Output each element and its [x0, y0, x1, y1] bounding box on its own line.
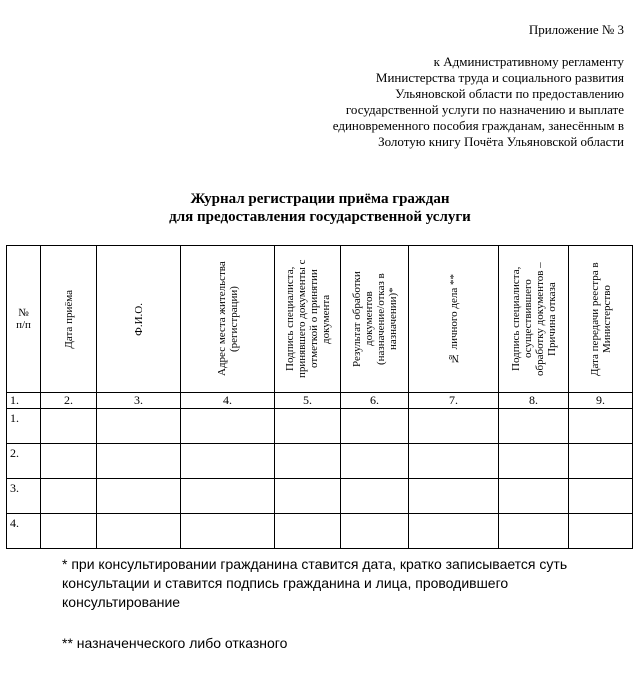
cell [498, 478, 569, 514]
header-text: Результат обработки документов (назначен… [350, 271, 399, 367]
address-line: Ульяновской области по предоставлению [395, 86, 624, 101]
cell [408, 408, 499, 444]
cell [498, 513, 569, 549]
appendix-address: к Административному регламенту Министерс… [264, 54, 624, 150]
cell [96, 443, 181, 479]
cell [40, 513, 97, 549]
header-text: Подпись специалиста, осуществившего обра… [509, 262, 558, 376]
header-cell: Дата передачи реестра в Министерство [568, 245, 633, 393]
header-cell: Подпись специалиста, принявшего документ… [274, 245, 341, 393]
cell [408, 478, 499, 514]
cell [40, 443, 97, 479]
column-number: 2. [40, 392, 97, 409]
column-number: 3. [96, 392, 181, 409]
header-cell: Результат обработки документов (назначен… [340, 245, 409, 393]
column-number: 8. [498, 392, 569, 409]
footnote-case-type: ** назначенческого либо отказного [62, 635, 288, 651]
table-row: 2. [6, 443, 633, 479]
header-cell: № п/п [6, 245, 41, 393]
row-number: 4. [6, 513, 41, 549]
header-cell: № личного дела ** [408, 245, 499, 393]
column-number: 1. [6, 392, 41, 409]
row-number: 1. [6, 408, 41, 444]
cell [180, 443, 275, 479]
cell [180, 513, 275, 549]
address-line: единовременного пособия гражданам, занес… [332, 118, 624, 133]
cell [274, 478, 341, 514]
cell [340, 513, 409, 549]
cell [340, 408, 409, 444]
column-number: 7. [408, 392, 499, 409]
registration-table: № п/п Дата приёма Ф.И.О. Адрес места жит… [6, 245, 633, 549]
address-line: к Административному регламенту [433, 54, 624, 69]
row-number: 3. [6, 478, 41, 514]
title-line: для предоставления государственной услуг… [169, 209, 471, 225]
table-row: 4. [6, 513, 633, 549]
cell [568, 443, 633, 479]
cell [274, 443, 341, 479]
cell [408, 443, 499, 479]
cell [180, 408, 275, 444]
header-text: № п/п [16, 307, 31, 331]
cell [340, 443, 409, 479]
cell [96, 478, 181, 514]
title-line: Журнал регистрации приёма граждан [190, 191, 450, 207]
cell [40, 478, 97, 514]
table-row: 1. [6, 408, 633, 444]
header-text: Дата приёма [62, 289, 75, 349]
header-cell: Дата приёма [40, 245, 97, 393]
cell [274, 513, 341, 549]
address-line: Министерства труда и социального развити… [375, 70, 624, 85]
header-text: Подпись специалиста, принявшего документ… [283, 259, 332, 379]
cell [568, 478, 633, 514]
cell [568, 408, 633, 444]
cell [408, 513, 499, 549]
cell [340, 478, 409, 514]
header-text: Адрес места жительства (регистрации) [215, 261, 240, 377]
column-number: 6. [340, 392, 409, 409]
address-line: Золотую книгу Почёта Ульяновской области [378, 134, 624, 149]
column-number: 4. [180, 392, 275, 409]
cell [498, 408, 569, 444]
header-cell: Подпись специалиста, осуществившего обра… [498, 245, 569, 393]
cell [568, 513, 633, 549]
cell [274, 408, 341, 444]
header-text: № личного дела ** [447, 273, 460, 365]
header-cell: Ф.И.О. [96, 245, 181, 393]
cell [498, 443, 569, 479]
column-number: 5. [274, 392, 341, 409]
table-row: 3. [6, 478, 633, 514]
header-cell: Адрес места жительства (регистрации) [180, 245, 275, 393]
document-title: Журнал регистрации приёма граждан для пр… [0, 190, 640, 226]
column-number-row: 1. 2. 3. 4. 5. 6. 7. 8. 9. [6, 392, 633, 409]
cell [96, 408, 181, 444]
address-line: государственной услуги по назначению и в… [345, 102, 624, 117]
column-number: 9. [568, 392, 633, 409]
cell [40, 408, 97, 444]
header-text: Ф.И.О. [132, 302, 145, 336]
header-row: № п/п Дата приёма Ф.И.О. Адрес места жит… [6, 245, 633, 393]
header-text: Дата передачи реестра в Министерство [588, 262, 613, 376]
appendix-label: Приложение № 3 [528, 22, 624, 37]
footnote-consultation: * при консультировании гражданина ставит… [62, 556, 568, 610]
cell [180, 478, 275, 514]
cell [96, 513, 181, 549]
row-number: 2. [6, 443, 41, 479]
